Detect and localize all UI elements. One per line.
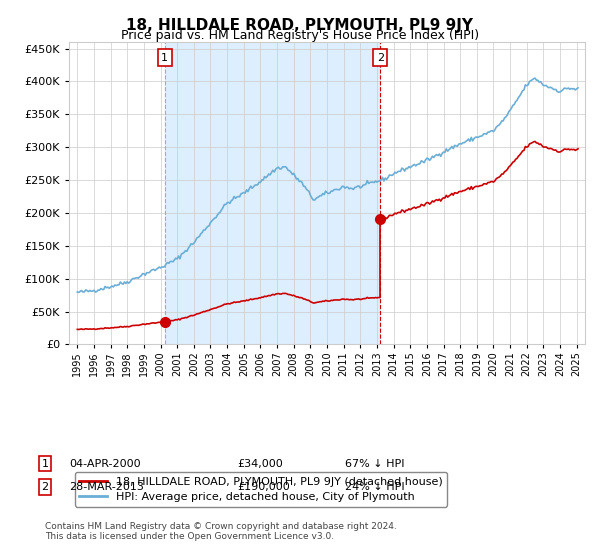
Text: 2: 2 — [41, 482, 49, 492]
Text: 2: 2 — [377, 53, 384, 63]
Text: Price paid vs. HM Land Registry's House Price Index (HPI): Price paid vs. HM Land Registry's House … — [121, 29, 479, 42]
Legend: 18, HILLDALE ROAD, PLYMOUTH, PL9 9JY (detached house), HPI: Average price, detac: 18, HILLDALE ROAD, PLYMOUTH, PL9 9JY (de… — [74, 472, 447, 507]
Text: 24% ↓ HPI: 24% ↓ HPI — [345, 482, 404, 492]
Text: £34,000: £34,000 — [237, 459, 283, 469]
Text: Contains HM Land Registry data © Crown copyright and database right 2024.
This d: Contains HM Land Registry data © Crown c… — [45, 522, 397, 542]
Text: 28-MAR-2013: 28-MAR-2013 — [69, 482, 144, 492]
Text: 18, HILLDALE ROAD, PLYMOUTH, PL9 9JY: 18, HILLDALE ROAD, PLYMOUTH, PL9 9JY — [127, 18, 473, 33]
Bar — [165, 42, 380, 344]
Text: 1: 1 — [161, 53, 168, 63]
Text: £190,000: £190,000 — [237, 482, 290, 492]
Text: 04-APR-2000: 04-APR-2000 — [69, 459, 140, 469]
Text: 67% ↓ HPI: 67% ↓ HPI — [345, 459, 404, 469]
Text: 1: 1 — [41, 459, 49, 469]
